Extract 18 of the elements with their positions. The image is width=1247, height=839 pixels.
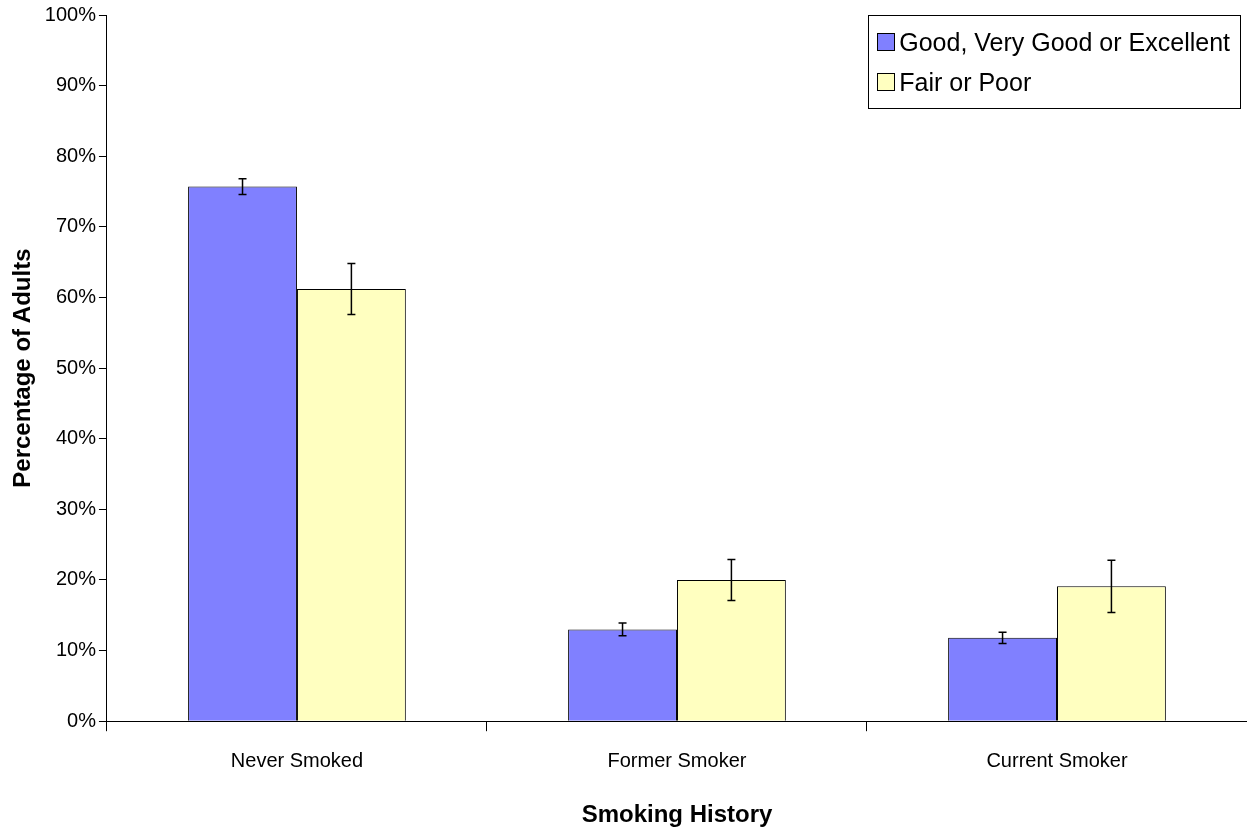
x-tick-label: Former Smoker (607, 748, 747, 771)
y-tick-label: 100% (44, 2, 97, 25)
y-tick-label: 70% (55, 214, 97, 237)
y-tick-label: 50% (55, 355, 97, 378)
y-tick-label: 20% (55, 567, 97, 590)
legend-label: Good, Very Good or Excellent (899, 27, 1230, 57)
x-tick-label: Current Smoker (986, 748, 1128, 771)
legend-label: Fair or Poor (899, 67, 1032, 97)
y-tick-label: 40% (55, 426, 97, 449)
x-axis-title: Smoking History (581, 800, 773, 828)
y-tick-label: 60% (55, 285, 97, 307)
y-tick-label: 80% (55, 143, 97, 166)
y-tick-label: 10% (55, 638, 97, 661)
y-tick-label: 0% (67, 708, 97, 731)
x-tick-label: Never Smoked (230, 748, 364, 771)
y-axis-title: Percentage of Adults (8, 248, 36, 488)
y-tick-label: 30% (55, 496, 97, 519)
y-tick-label: 90% (55, 73, 97, 96)
